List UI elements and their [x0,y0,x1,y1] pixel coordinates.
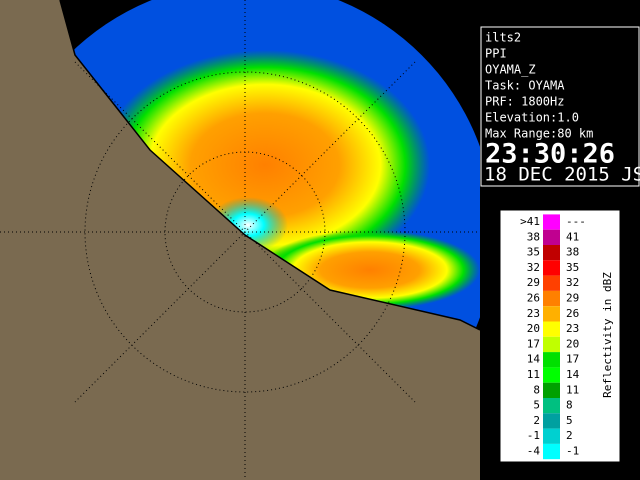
legend-low: 11 [527,368,540,381]
legend-high: 41 [566,230,579,243]
info-line: Max Range:80 km [485,127,593,141]
info-line: PPI [485,47,507,61]
time: 23:30:26 [485,139,615,170]
legend-swatch [543,367,560,383]
legend-low: >41 [520,215,540,228]
info-panel [480,26,640,187]
legend-low: 38 [527,230,540,243]
legend-rows: >41 --- 38 41 35 38 32 35 29 32 26 29 23 26 20 23 17 20 14… [520,214,586,460]
info-line: PRF: 1800Hz [485,95,564,109]
info-line: Elevation:1.0 [485,111,579,125]
legend-swatch [543,245,560,261]
coastline [59,0,480,331]
legend-high: 35 [566,261,579,274]
legend-title: Reflectivity in dBZ [601,272,614,398]
legend-high: 5 [566,414,573,427]
legend-high: 17 [566,353,579,366]
legend-high: 23 [566,322,579,335]
legend-low: 32 [527,261,540,274]
legend-low: 8 [533,383,540,396]
legend-swatch [543,321,560,337]
legend-swatch [543,214,560,230]
legend-high: -1 [566,445,579,458]
legend-swatch [543,428,560,444]
legend-low: 17 [527,337,540,350]
legend-high: 8 [566,399,573,412]
legend-high: 20 [566,337,579,350]
legend-swatch [543,260,560,276]
legend-high: 38 [566,246,579,259]
legend-swatch [543,290,560,307]
legend-high: --- [566,215,586,228]
legend-swatch [543,336,560,353]
legend-low: 29 [527,276,540,289]
legend-low: 2 [533,414,540,427]
legend-high: 29 [566,292,579,305]
legend-low: 26 [527,292,540,305]
legend-swatch [543,443,560,460]
land [0,0,480,480]
legend-high: 2 [566,429,573,442]
info-line: OYAMA_Z [485,63,536,77]
legend-swatch [543,352,560,368]
legend-high: 32 [566,276,579,289]
legend-high: 11 [566,383,579,396]
legend-swatch [543,306,560,322]
legend-low: 35 [527,246,540,259]
legend-swatch [543,398,560,414]
legend-swatch [543,229,560,245]
info-line: ilts2 [485,31,521,45]
legend-low: 23 [527,307,540,320]
legend-swatch [543,275,560,291]
info-line: Task: OYAMA [485,79,565,93]
map [0,0,480,480]
legend-low: 20 [527,322,540,335]
range-rings [0,0,480,480]
legend-high: 14 [566,368,580,381]
date: 18 DEC 2015 JST [484,164,640,186]
legend-high: 26 [566,307,579,320]
legend-low: 14 [527,353,541,366]
legend-low: -4 [527,445,541,458]
legend-low: 5 [533,399,540,412]
legend-low: -1 [527,429,540,442]
legend-swatch [543,382,560,398]
legend-swatch [543,413,560,429]
info-lines: ilts2 PPI OYAMA_Z Task: OYAMA PRF: 1800Hz Ele… [485,31,593,141]
